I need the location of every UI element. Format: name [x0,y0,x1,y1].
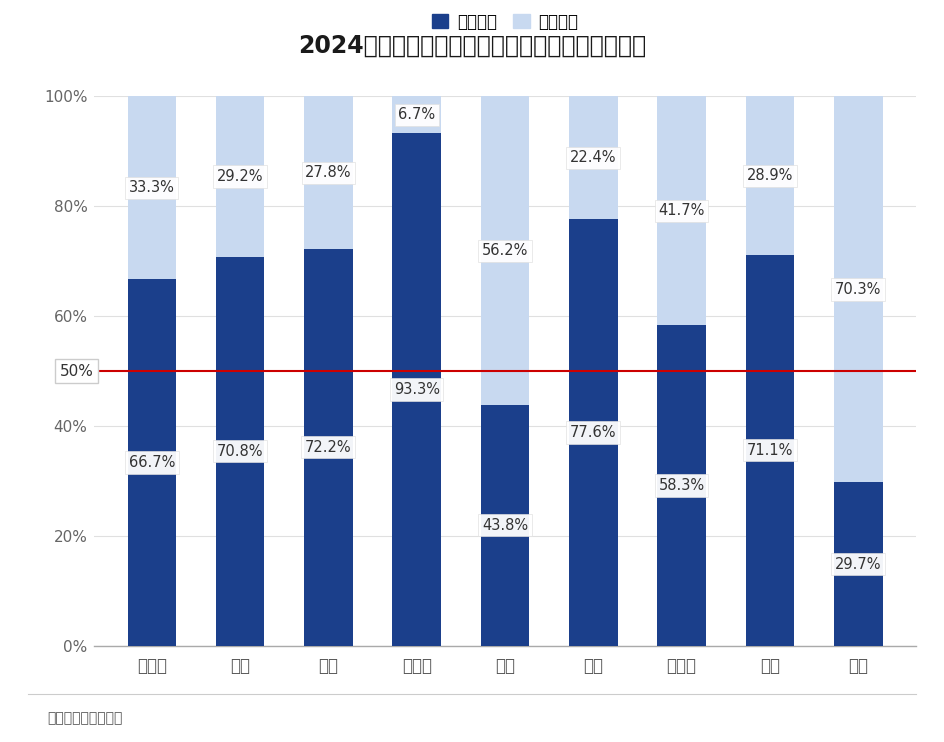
Bar [480,405,530,646]
Legend: 国内航司, 国外航司: 国内航司, 国外航司 [425,6,585,37]
Text: 41.7%: 41.7% [659,203,705,218]
Text: 56.2%: 56.2% [481,243,529,258]
Text: 27.8%: 27.8% [305,165,352,180]
Bar [746,96,794,255]
Bar [746,255,794,646]
Bar [834,482,883,646]
Text: 70.8%: 70.8% [217,444,263,459]
Text: 29.7%: 29.7% [835,556,882,571]
Text: 58.3%: 58.3% [659,478,705,493]
Text: 28.9%: 28.9% [747,168,793,183]
Text: 6.7%: 6.7% [398,108,435,122]
Bar [657,96,706,326]
Text: 77.6%: 77.6% [570,425,616,440]
Bar [393,134,441,646]
Bar [216,257,264,646]
Text: 33.3%: 33.3% [129,180,175,195]
Bar [569,220,617,646]
Bar [393,96,441,134]
Text: 66.7%: 66.7% [128,455,175,470]
Bar [304,249,353,646]
Text: 29.2%: 29.2% [217,169,263,184]
Bar [216,96,264,257]
Bar [480,96,530,405]
Bar [127,96,177,279]
Text: 71.1%: 71.1% [747,443,793,458]
Bar [127,279,177,646]
Bar [569,96,617,220]
Bar [657,326,706,646]
Text: 2024上半年不同地区国际航班国内外航司执飞占比: 2024上半年不同地区国际航班国内外航司执飞占比 [298,33,646,57]
Text: 22.4%: 22.4% [570,151,616,165]
Text: 43.8%: 43.8% [482,518,528,533]
Text: 72.2%: 72.2% [305,440,352,455]
Bar [304,96,353,249]
Text: 50%: 50% [59,364,93,378]
Text: 数据来源：航班管家: 数据来源：航班管家 [47,712,123,726]
Text: 70.3%: 70.3% [835,282,882,297]
Text: 93.3%: 93.3% [394,382,440,397]
Bar [834,96,883,482]
